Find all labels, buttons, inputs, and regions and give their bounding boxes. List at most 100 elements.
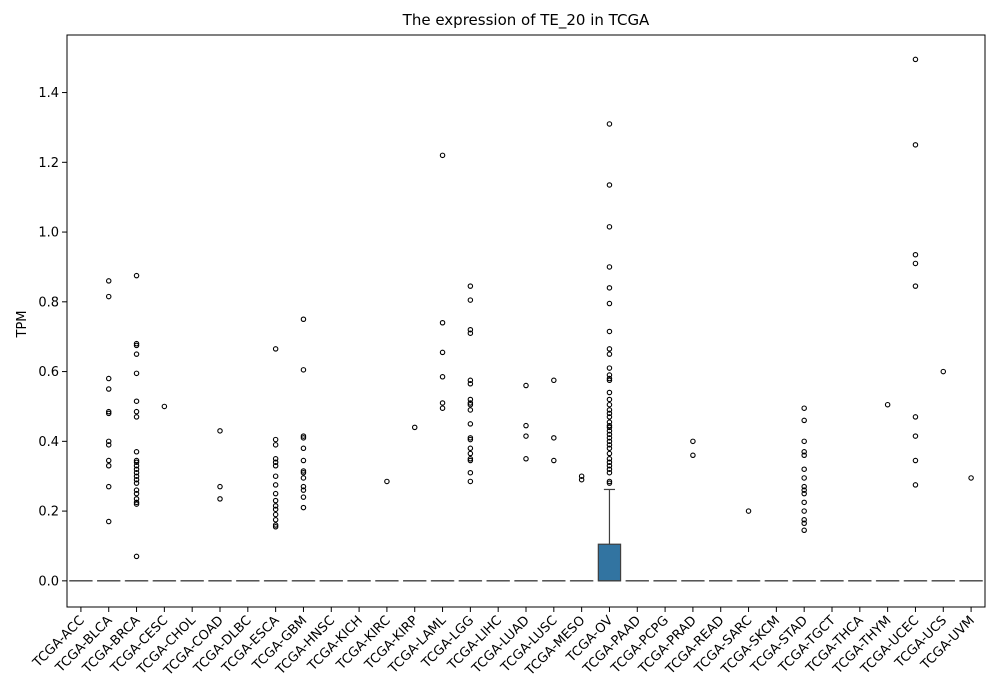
box-tcga-thym bbox=[875, 401, 900, 582]
outlier-point bbox=[606, 438, 613, 445]
outlier-point bbox=[606, 300, 613, 307]
outlier-point bbox=[133, 408, 140, 415]
outlier-point bbox=[467, 457, 474, 464]
outlier-point bbox=[606, 459, 613, 466]
outlier-point bbox=[133, 476, 140, 483]
outlier-point bbox=[606, 328, 613, 335]
outlier-point bbox=[300, 475, 307, 481]
outlier-point bbox=[133, 459, 140, 466]
outlier-point bbox=[105, 462, 112, 469]
box-tcga-lusc bbox=[542, 377, 566, 582]
outlier-point bbox=[606, 410, 613, 417]
outlier-point bbox=[801, 405, 807, 411]
outlier-point bbox=[912, 283, 919, 289]
y-tick-label: 0.0 bbox=[38, 574, 59, 589]
outlier-point bbox=[133, 466, 140, 472]
outlier-point bbox=[133, 553, 140, 560]
outlier-point bbox=[801, 483, 807, 490]
outlier-point bbox=[606, 478, 613, 485]
outlier-point bbox=[439, 405, 446, 411]
outlier-point bbox=[217, 483, 223, 490]
outlier-point bbox=[606, 389, 613, 396]
outlier-point bbox=[467, 377, 474, 384]
y-tick-label: 1.0 bbox=[38, 226, 59, 241]
box-tcga-ov bbox=[597, 121, 622, 582]
outlier-point bbox=[801, 466, 807, 472]
outlier-point bbox=[272, 482, 279, 488]
outlier-point bbox=[272, 506, 279, 513]
outlier-point bbox=[300, 445, 307, 452]
outlier-point bbox=[300, 457, 307, 464]
y-tick-label: 0.2 bbox=[38, 505, 59, 520]
outlier-point bbox=[272, 442, 279, 448]
outlier-point bbox=[606, 424, 613, 431]
outlier-point bbox=[606, 445, 613, 452]
box-tcga-meso bbox=[569, 473, 594, 582]
box-tcga-prad bbox=[681, 438, 705, 582]
outlier-point bbox=[467, 421, 474, 427]
outlier-point bbox=[801, 490, 807, 497]
y-tick-label: 1.4 bbox=[38, 86, 59, 101]
outlier-point bbox=[467, 401, 474, 408]
outlier-point bbox=[272, 497, 279, 504]
outlier-point bbox=[272, 524, 279, 530]
outlier-point bbox=[300, 316, 307, 323]
outlier-point bbox=[606, 264, 613, 270]
outlier-point bbox=[912, 414, 919, 420]
outlier-point bbox=[551, 435, 557, 441]
outlier-point bbox=[133, 398, 140, 404]
outlier-point bbox=[467, 297, 474, 303]
outlier-point bbox=[467, 283, 474, 289]
outlier-point bbox=[439, 400, 446, 406]
outlier-point bbox=[606, 372, 613, 378]
outlier-point bbox=[467, 407, 474, 413]
outlier-point bbox=[606, 285, 613, 291]
y-axis-label: TPM bbox=[15, 311, 30, 339]
outlier-point bbox=[161, 403, 168, 410]
outlier-point bbox=[105, 278, 112, 284]
outlier-point bbox=[133, 501, 140, 507]
outlier-point bbox=[133, 370, 140, 377]
outlier-point bbox=[105, 408, 112, 415]
outlier-point bbox=[384, 478, 390, 485]
outlier-point bbox=[105, 483, 112, 490]
outlier-point bbox=[606, 377, 613, 384]
outlier-point bbox=[300, 435, 307, 441]
outlier-point bbox=[606, 480, 613, 486]
outlier-point bbox=[606, 121, 613, 127]
box-tcga-luad bbox=[514, 382, 538, 582]
outlier-point bbox=[439, 349, 446, 356]
outlier-point bbox=[801, 452, 807, 459]
outlier-point bbox=[105, 375, 112, 382]
outlier-point bbox=[272, 436, 279, 443]
box-tcga-stad bbox=[792, 405, 816, 582]
outlier-point bbox=[300, 494, 307, 500]
box-tcga-brca bbox=[124, 272, 149, 582]
outlier-point bbox=[606, 428, 613, 434]
outlier-point bbox=[439, 319, 446, 326]
outlier-point bbox=[523, 433, 529, 439]
outlier-point bbox=[801, 520, 807, 527]
outlier-point bbox=[272, 473, 279, 479]
outlier-point bbox=[968, 475, 974, 481]
outlier-point bbox=[467, 400, 474, 406]
outlier-point bbox=[105, 442, 112, 448]
box-tcga-kirp bbox=[403, 424, 427, 582]
outlier-point bbox=[606, 450, 613, 457]
outlier-point bbox=[133, 272, 140, 279]
outlier-point bbox=[467, 436, 474, 443]
box-tcga-gbm bbox=[291, 316, 316, 582]
outlier-point bbox=[606, 182, 613, 188]
outlier-point bbox=[940, 368, 947, 375]
outlier-point bbox=[133, 496, 140, 502]
outlier-point bbox=[272, 517, 279, 523]
outlier-point bbox=[272, 490, 279, 497]
outlier-point bbox=[133, 469, 140, 476]
outlier-point bbox=[300, 367, 307, 373]
box-tcga-lgg bbox=[458, 283, 483, 582]
outlier-point bbox=[467, 396, 474, 403]
box-tcga-sarc bbox=[736, 508, 761, 582]
outlier-point bbox=[467, 435, 474, 441]
outlier-point bbox=[606, 407, 613, 413]
